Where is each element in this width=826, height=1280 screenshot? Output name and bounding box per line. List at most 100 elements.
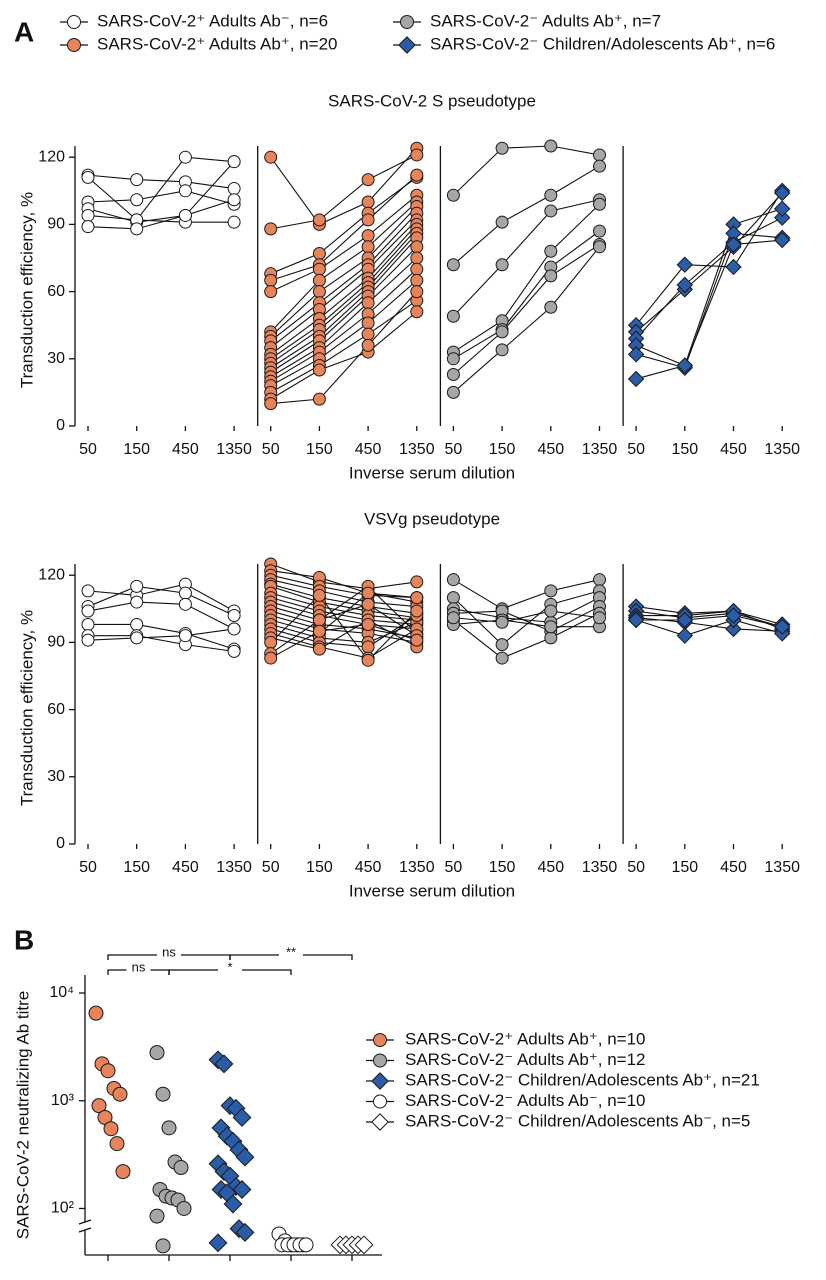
legend-label: SARS-CoV-2⁺ Adults Ab⁻, n=6 (97, 11, 328, 30)
data-point (773, 618, 791, 635)
series-line (635, 192, 783, 333)
data-point (176, 1200, 192, 1216)
data-point (109, 1136, 125, 1152)
data-point (495, 638, 509, 652)
data-point (446, 611, 460, 625)
data-point (544, 620, 558, 634)
panel-label: A (14, 16, 34, 47)
series-line (87, 174, 235, 190)
data-point (227, 193, 241, 207)
legend-marker (373, 1053, 387, 1068)
data-point (264, 150, 278, 164)
data-point (361, 617, 375, 631)
data-point (298, 1237, 314, 1253)
series-line (87, 214, 235, 223)
series-line (270, 147, 418, 226)
series-line (270, 279, 418, 387)
series-line (270, 579, 417, 608)
row-title: SARS-CoV-2 S pseudotype (328, 91, 536, 110)
data-point (264, 397, 278, 411)
axis-break (78, 1219, 92, 1225)
series-line (635, 190, 783, 326)
data-point (495, 325, 509, 339)
data-point (593, 611, 606, 625)
data-point (312, 624, 326, 638)
data-point (361, 229, 375, 243)
data-point (361, 640, 375, 654)
y-tick-label: 30 (47, 768, 65, 785)
data-point (173, 1160, 189, 1176)
panel-label: B (14, 924, 34, 955)
data-point (227, 622, 241, 636)
data-point (178, 586, 192, 600)
data-point (312, 392, 326, 406)
data-point (91, 1098, 107, 1114)
series-line (270, 574, 417, 599)
data-point (312, 363, 326, 377)
data-point (312, 262, 326, 276)
data-point (627, 370, 645, 388)
data-point (100, 1063, 116, 1079)
x-axis-label: Inverse serum dilution (349, 463, 515, 482)
data-point (312, 285, 326, 299)
x-tick-label: 150 (306, 441, 333, 458)
x-tick-label: 450 (355, 859, 382, 876)
x-tick-label: 1350 (399, 859, 435, 876)
data-point (81, 633, 95, 647)
data-point (495, 141, 509, 155)
series-line (270, 585, 417, 619)
data-point (446, 591, 460, 605)
x-tick-label: 450 (720, 441, 747, 458)
legend-label: SARS-CoV-2⁻ Children/Adolescents Ab⁺, n=… (405, 1070, 760, 1089)
series-line (270, 615, 418, 648)
x-tick-label: 150 (489, 441, 516, 458)
x-tick-label: 50 (79, 859, 97, 876)
data-point (81, 208, 95, 222)
series-line (453, 606, 600, 632)
x-tick-label: 450 (537, 441, 564, 458)
series-line (636, 614, 783, 628)
x-tick-label: 150 (671, 859, 698, 876)
data-point (81, 617, 95, 631)
series-line (453, 145, 600, 196)
series-line (453, 165, 600, 266)
data-point (264, 651, 278, 665)
data-point (130, 193, 144, 207)
data-point (155, 1086, 171, 1102)
series-line (270, 585, 418, 634)
series-line (453, 619, 600, 628)
series-line (270, 300, 418, 393)
y-axis-label: SARS-CoV-2 neutralizing Ab titre (13, 991, 32, 1240)
data-point (264, 222, 278, 236)
x-tick-label: 1350 (399, 441, 435, 458)
data-point (130, 595, 144, 609)
series-line (270, 601, 417, 630)
data-point (495, 615, 509, 629)
series-line (453, 230, 600, 360)
legend-marker (373, 1094, 387, 1109)
axis-break (78, 1227, 92, 1233)
series-line (87, 585, 235, 617)
data-point (103, 1121, 119, 1137)
data-point (410, 591, 424, 605)
data-point (410, 148, 424, 162)
data-point (410, 604, 424, 618)
data-point (593, 148, 606, 162)
series-line (270, 176, 418, 275)
legend-label: SARS-CoV-2⁻ Adults Ab⁻, n=10 (405, 1091, 646, 1110)
y-tick-label: 90 (47, 216, 65, 233)
series-line (453, 579, 600, 610)
series-line (88, 635, 235, 652)
series-line (270, 212, 418, 342)
data-point (544, 300, 558, 314)
data-point (161, 1120, 177, 1136)
data-point (361, 338, 375, 352)
data-point (544, 631, 558, 645)
data-point (149, 1045, 165, 1061)
data-point (227, 182, 241, 196)
y-tick-label: 30 (47, 350, 65, 367)
data-point (410, 262, 424, 276)
x-tick-label: 50 (262, 441, 280, 458)
y-tick-label: 60 (47, 283, 65, 300)
data-point (88, 1005, 104, 1021)
